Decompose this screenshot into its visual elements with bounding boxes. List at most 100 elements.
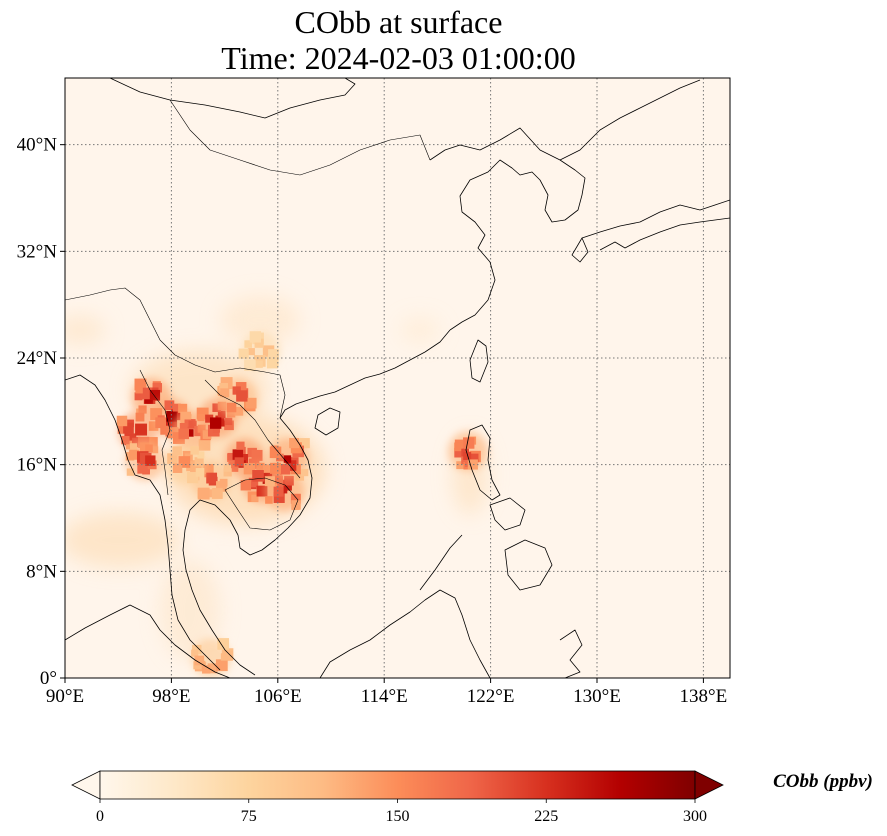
plume-cell (217, 638, 230, 650)
plume-cell (172, 403, 181, 412)
map-frame (64, 77, 731, 679)
border-china-myanmar (65, 287, 286, 419)
plume-cell (240, 480, 252, 491)
plume-cell (264, 476, 275, 487)
plume-cell (247, 348, 255, 356)
plume-cell (290, 493, 301, 504)
plume-cell (126, 468, 135, 476)
plume-cell (197, 487, 210, 500)
plume-cell (283, 455, 292, 463)
lat-tick-label: 16°N (17, 455, 58, 476)
plume (447, 431, 488, 472)
plume-cell (269, 462, 282, 474)
plume-cell (134, 392, 143, 401)
plume-cell (251, 449, 263, 461)
lat-tick-label: 0° (40, 668, 57, 689)
colorbar-tick-label: 225 (534, 808, 558, 825)
plume-cell (196, 407, 209, 420)
plume-cell (145, 455, 156, 466)
plume-cell (188, 420, 197, 429)
plume-cell (273, 491, 285, 503)
colorbar-extend-right (694, 770, 724, 800)
plume-cell (256, 485, 268, 497)
plume (164, 444, 205, 485)
plume-cell (151, 446, 159, 454)
plume-cell (236, 441, 245, 450)
plume-cell (194, 457, 204, 467)
plume-cell (150, 408, 163, 421)
border-china-north (169, 99, 431, 176)
lat-tick-label: 24°N (17, 348, 58, 369)
plume-cell (220, 388, 230, 398)
plume-cell (244, 359, 256, 372)
plume-cell (267, 357, 278, 369)
plume (238, 331, 281, 372)
colorbar-tick-label: 0 (96, 808, 104, 825)
border-laos (204, 379, 301, 479)
plume-cell (244, 340, 252, 348)
plume-cell (129, 443, 138, 451)
coastlines (65, 78, 730, 678)
borneo (319, 589, 491, 678)
colorbar-tick-label: 75 (241, 808, 257, 825)
plume-cell (301, 468, 309, 477)
plume-cell (236, 390, 248, 402)
plume-cell (467, 459, 478, 470)
plume-cell (172, 446, 182, 456)
plume-cell (212, 403, 221, 412)
coast-korea (429, 127, 586, 331)
plume-cell (167, 453, 178, 464)
coast-north (109, 78, 356, 119)
plume-cell (137, 462, 149, 474)
plume-cell (139, 442, 150, 452)
plume-cell (252, 470, 264, 482)
lon-tick-label: 138°E (680, 686, 728, 707)
plume (268, 438, 310, 478)
luzon (465, 424, 501, 501)
border-cambodia (224, 477, 299, 531)
plume-cell (285, 460, 297, 471)
plume-cell (235, 382, 247, 393)
plume-cell (243, 463, 256, 475)
plume-cell (254, 338, 264, 348)
plume-cell (186, 460, 198, 472)
plume-cell (179, 423, 188, 431)
lon-tick-label: 98°E (152, 686, 190, 707)
plume-cell (155, 417, 167, 429)
coast-andaman (65, 374, 221, 671)
colorbar-tick-label: 300 (683, 808, 707, 825)
plume (124, 440, 165, 481)
plume-cell (190, 467, 198, 476)
plume-cell (269, 446, 282, 459)
japan-coast-2 (599, 217, 730, 251)
plume-cell (160, 425, 170, 435)
plume-cell (129, 449, 140, 460)
plume-cell (202, 665, 211, 674)
colorbar-ticks: 0 75 150 225 300 (96, 799, 707, 825)
plume-cell (219, 382, 229, 392)
lat-tick-label: 32°N (17, 241, 58, 262)
plume-cell (463, 452, 472, 460)
plume-cell (463, 437, 475, 449)
border-myanmar-thailand (139, 369, 171, 496)
plume-cell (187, 472, 199, 484)
plume-cell (454, 447, 465, 458)
plume-cell (149, 389, 161, 401)
plume (217, 377, 258, 418)
plume-cell (223, 464, 232, 472)
plume-cell (198, 438, 211, 451)
plume-cell (228, 461, 239, 472)
mindanao (504, 539, 553, 591)
hainan-island (314, 407, 341, 436)
korea-border (559, 79, 701, 161)
colorbar: 0 75 150 225 300 CObb (ppbv) (71, 770, 873, 825)
coast-vietnam (237, 417, 313, 556)
coast-south-china (279, 329, 451, 419)
plume-cell (225, 417, 233, 426)
kyushu (571, 237, 589, 263)
plume-cell (227, 452, 235, 461)
plume-cell (147, 437, 158, 448)
plume-cell (232, 449, 244, 460)
lat-tick-label: 40°N (17, 135, 58, 156)
